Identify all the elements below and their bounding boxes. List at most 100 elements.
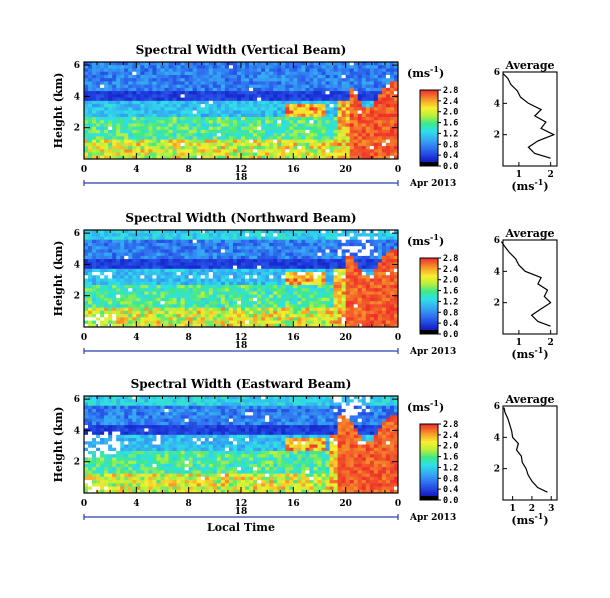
heatmap-cell bbox=[333, 265, 339, 270]
heatmap-cell bbox=[184, 310, 190, 315]
colorbar-frame bbox=[419, 89, 439, 167]
heatmap-cell bbox=[156, 307, 161, 312]
heatmap-cell bbox=[389, 126, 395, 131]
heatmap-cell bbox=[241, 84, 246, 89]
heatmap-cell bbox=[224, 249, 230, 254]
heatmap-cell bbox=[277, 252, 282, 257]
heatmap-cell bbox=[236, 304, 242, 308]
heatmap-cell bbox=[140, 81, 145, 86]
heatmap-cell bbox=[293, 94, 298, 98]
heatmap-cell bbox=[297, 142, 302, 147]
heatmap-cell bbox=[108, 97, 113, 102]
heatmap-cell bbox=[204, 91, 210, 95]
heatmap-cell bbox=[257, 149, 262, 153]
heatmap-cell bbox=[329, 139, 334, 144]
heatmap-cell bbox=[208, 129, 214, 134]
heatmap-cell bbox=[357, 288, 363, 292]
heatmap-cell bbox=[329, 242, 334, 247]
heatmap-cell bbox=[212, 136, 218, 140]
colorbar-swatch bbox=[420, 265, 438, 268]
heatmap-cell bbox=[337, 84, 343, 89]
heatmap-cell bbox=[245, 294, 250, 299]
heatmap-cell bbox=[144, 294, 149, 299]
heatmap-cell bbox=[389, 97, 395, 102]
heatmap-cell bbox=[180, 265, 186, 270]
heatmap-cell bbox=[132, 104, 137, 108]
heatmap-cell bbox=[345, 81, 351, 86]
heatmap-cell bbox=[349, 116, 355, 121]
heatmap-cell bbox=[212, 120, 218, 124]
heatmap-cell bbox=[148, 233, 153, 237]
heatmap-cell bbox=[148, 65, 153, 69]
heatmap-cell bbox=[136, 301, 141, 305]
heatmap-cell bbox=[293, 120, 298, 124]
heatmap-cell bbox=[333, 155, 339, 160]
heatmap-cell bbox=[265, 126, 270, 131]
heatmap-cell bbox=[112, 129, 117, 134]
heatmap-cell bbox=[168, 304, 173, 308]
heatmap-cell bbox=[389, 139, 395, 144]
heatmap-cell bbox=[369, 317, 375, 321]
heatmap-cell bbox=[200, 100, 206, 105]
heatmap-cell bbox=[196, 246, 202, 250]
heatmap-cell bbox=[353, 107, 359, 111]
heatmap-cell bbox=[148, 236, 153, 241]
heatmap-cell bbox=[212, 307, 218, 312]
heatmap-cell bbox=[269, 320, 274, 325]
heatmap-cell bbox=[313, 259, 318, 263]
heatmap-cell bbox=[321, 116, 326, 121]
heatmap-cell bbox=[92, 97, 97, 102]
heatmap-cell bbox=[196, 323, 202, 328]
heatmap-cell bbox=[353, 91, 359, 95]
heatmap-cell bbox=[357, 259, 363, 263]
heatmap-cell bbox=[249, 249, 254, 254]
heatmap-cell bbox=[224, 94, 230, 98]
heatmap-cell bbox=[273, 68, 278, 73]
heatmap-cell bbox=[144, 107, 149, 111]
heatmap-cell bbox=[369, 265, 375, 270]
heatmap-cell bbox=[176, 65, 182, 69]
heatmap-cell bbox=[365, 68, 371, 73]
heatmap-cell bbox=[289, 68, 294, 73]
heatmap-cell bbox=[393, 259, 399, 263]
heatmap-cell bbox=[337, 100, 343, 105]
heatmap-cell bbox=[337, 268, 343, 273]
heatmap-cell bbox=[293, 129, 298, 134]
heatmap-cell bbox=[317, 91, 322, 95]
heatmap-cell bbox=[361, 142, 367, 147]
heatmap-cell bbox=[132, 268, 137, 273]
heatmap-cell bbox=[293, 281, 298, 286]
heatmap-cell bbox=[337, 155, 343, 160]
heatmap-cell bbox=[216, 68, 222, 73]
heatmap-cell bbox=[253, 129, 258, 134]
heatmap-cell bbox=[329, 136, 334, 140]
heatmap-cell bbox=[309, 71, 314, 76]
heatmap-cell bbox=[313, 133, 318, 137]
heatmap-cell bbox=[112, 78, 117, 82]
heatmap-cell bbox=[337, 74, 343, 79]
heatmap-cell bbox=[373, 81, 379, 86]
heatmap-cell bbox=[341, 100, 347, 105]
heatmap-cell bbox=[124, 275, 129, 279]
heatmap-cell bbox=[301, 281, 306, 286]
heatmap-cell bbox=[228, 310, 234, 315]
heatmap-cell bbox=[289, 116, 294, 121]
heatmap-cell bbox=[224, 146, 230, 150]
heatmap-cell bbox=[345, 268, 351, 273]
heatmap-cell bbox=[164, 310, 169, 315]
heatmap-cell bbox=[269, 74, 274, 79]
heatmap-cell bbox=[180, 123, 186, 128]
heatmap-cell bbox=[281, 126, 286, 131]
heatmap-cell bbox=[273, 310, 278, 315]
heatmap-cell bbox=[253, 155, 258, 160]
heatmap-cell bbox=[108, 304, 113, 308]
heatmap-cell bbox=[196, 65, 202, 69]
heatmap-cell bbox=[84, 126, 89, 131]
heatmap-cell bbox=[108, 104, 113, 108]
heatmap-cell bbox=[200, 146, 206, 150]
heatmap-cell bbox=[369, 304, 375, 308]
heatmap-cell bbox=[393, 297, 399, 302]
heatmap-cell bbox=[188, 242, 194, 247]
colorbar-swatch bbox=[420, 120, 438, 123]
heatmap-cell bbox=[96, 249, 101, 254]
